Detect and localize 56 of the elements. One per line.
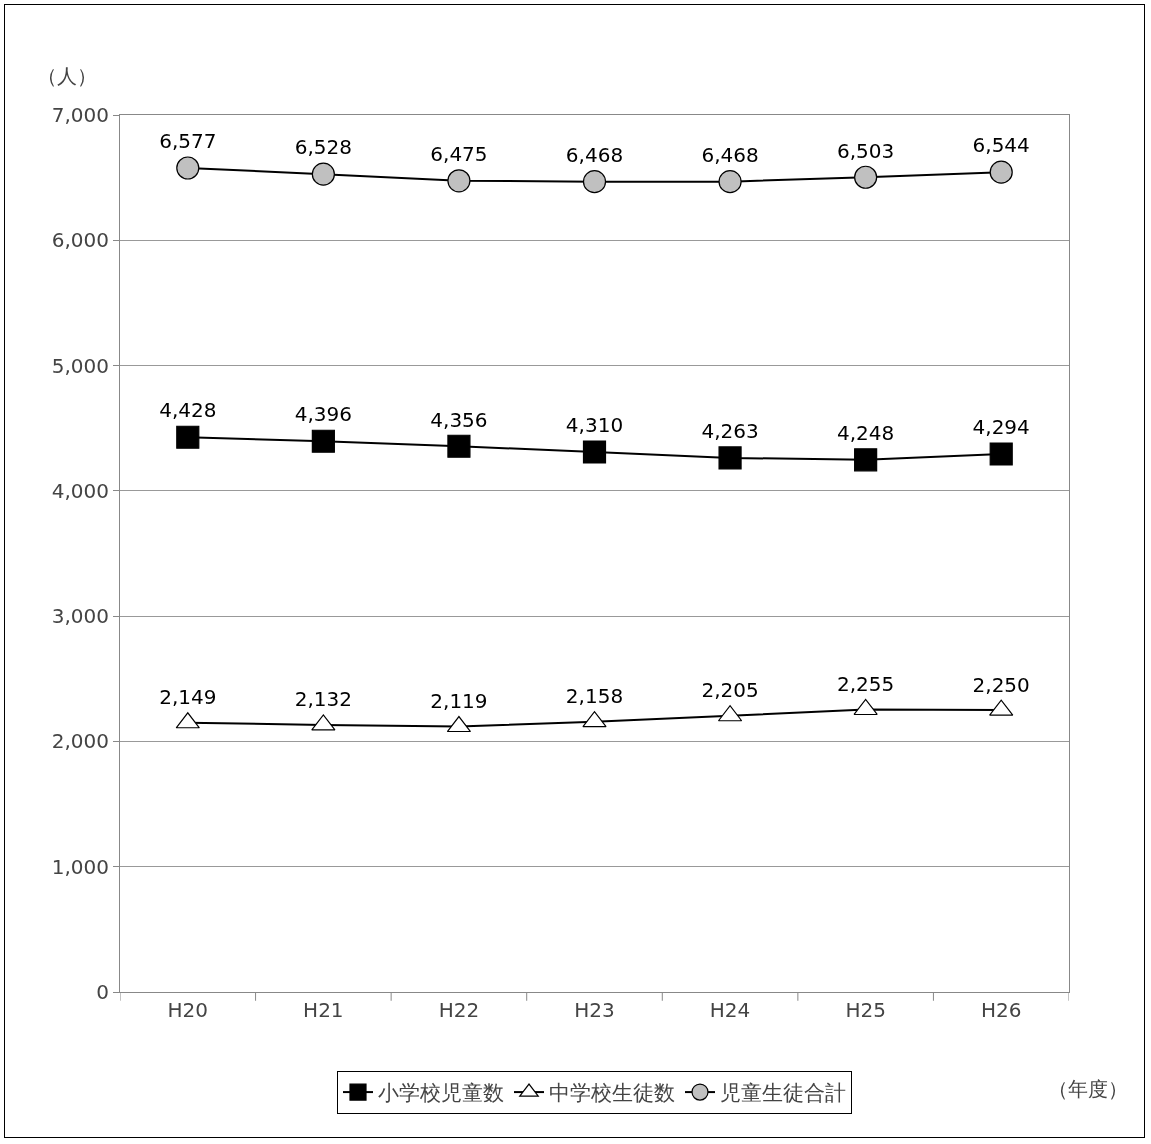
x-tick-label: H21 — [303, 998, 344, 1022]
point — [854, 448, 878, 472]
data-label: 6,577 — [159, 129, 217, 154]
y-axis-title: （人） — [37, 64, 97, 88]
data-label: 6,468 — [701, 142, 759, 167]
data-label: 4,396 — [294, 402, 352, 427]
point — [311, 429, 335, 453]
data-label: 2,205 — [701, 678, 759, 703]
data-label: 4,310 — [565, 413, 624, 438]
x-tick-label: H26 — [980, 998, 1022, 1022]
data-label: 2,250 — [972, 672, 1030, 697]
y-tick-label: 1,000 — [51, 854, 109, 879]
point — [853, 698, 878, 716]
legend-label: 児童生徒合計 — [720, 1081, 846, 1106]
point — [176, 425, 200, 449]
y-tick-label: 0 — [96, 980, 109, 1004]
y-tick-label: 5,000 — [51, 353, 109, 378]
x-tick-label: H23 — [574, 998, 615, 1022]
point — [447, 434, 471, 458]
point — [311, 162, 335, 186]
data-label: 2,119 — [430, 689, 488, 714]
x-tick-label: H22 — [438, 998, 480, 1022]
point — [989, 160, 1013, 184]
data-label: 2,149 — [159, 685, 217, 710]
point — [854, 165, 878, 189]
legend-label: 中学校生徒数 — [549, 1081, 675, 1106]
y-tick-label: 2,000 — [51, 729, 109, 754]
y-tick-label: 6,000 — [51, 228, 109, 253]
point — [718, 446, 742, 470]
data-label: 2,255 — [837, 671, 895, 696]
x-tick-label: H24 — [709, 998, 751, 1022]
data-label: 4,248 — [837, 421, 895, 446]
y-tick-label: 7,000 — [51, 103, 109, 127]
point — [582, 440, 607, 464]
point — [582, 170, 607, 194]
data-label: 6,475 — [430, 142, 488, 167]
data-label: 2,158 — [565, 684, 624, 709]
y-tick-label: 3,000 — [51, 604, 109, 629]
data-label: 6,528 — [294, 135, 352, 160]
point — [989, 442, 1013, 466]
data-label: 6,468 — [565, 142, 624, 167]
legend-label: 小学校児童数 — [378, 1081, 504, 1106]
y-tick-label: 4,000 — [51, 478, 109, 503]
x-tick-label: H20 — [167, 998, 209, 1022]
point — [447, 169, 471, 193]
x-tick-label: H25 — [845, 998, 886, 1022]
data-label: 2,132 — [294, 687, 352, 712]
data-label: 4,428 — [159, 398, 217, 423]
data-label: 4,356 — [430, 407, 488, 432]
data-label: 4,294 — [972, 415, 1030, 440]
data-label: 6,503 — [837, 138, 895, 163]
data-label: 4,263 — [701, 419, 759, 444]
data-label: 6,544 — [972, 133, 1030, 158]
x-axis-title: （年度） — [1048, 1077, 1128, 1101]
point — [176, 156, 200, 180]
point — [718, 170, 742, 194]
